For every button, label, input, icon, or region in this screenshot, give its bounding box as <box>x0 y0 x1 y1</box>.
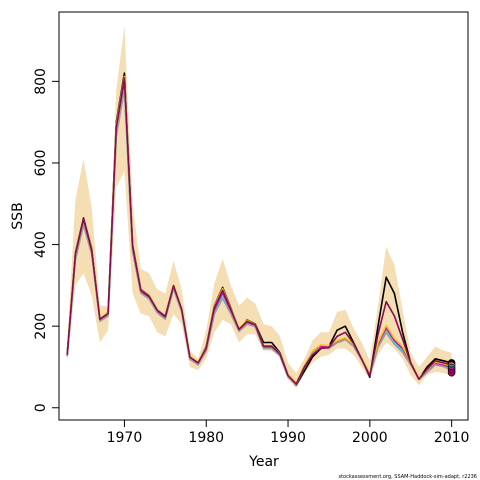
y-tick-label-400: 400 <box>33 231 49 258</box>
y-axis-label: SSB <box>10 202 26 229</box>
x-tick-label-2010: 2010 <box>434 430 470 446</box>
credit-text: stockassessment.org, SSAM-Haddock-sim-ad… <box>338 474 477 480</box>
plot-area <box>66 26 456 389</box>
x-axis: 1970 1980 1990 2000 2010 <box>107 420 470 446</box>
confidence-band <box>67 26 452 389</box>
series-line-9 <box>66 77 452 385</box>
endpoint-marker-6 <box>447 368 456 377</box>
x-tick-label-2000: 2000 <box>352 430 388 446</box>
y-tick-label-800: 800 <box>33 68 49 95</box>
y-tick-label-200: 200 <box>33 313 49 340</box>
y-axis: 0 200 400 600 800 <box>33 68 59 412</box>
x-tick-label-1970: 1970 <box>107 430 143 446</box>
plot-frame <box>58 11 469 421</box>
y-tick-label-0: 0 <box>33 403 49 412</box>
x-tick-label-1990: 1990 <box>270 430 306 446</box>
x-axis-label: Year <box>248 454 279 470</box>
x-tick-label-1980: 1980 <box>188 430 224 446</box>
y-tick-label-600: 600 <box>33 150 49 177</box>
